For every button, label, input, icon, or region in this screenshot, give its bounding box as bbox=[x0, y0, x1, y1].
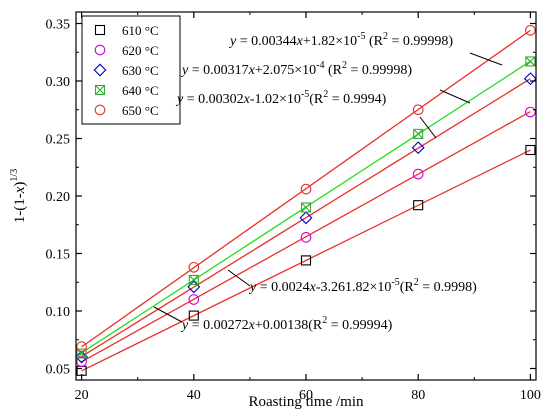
legend-label: 620 °C bbox=[122, 43, 159, 58]
marker-cross bbox=[188, 275, 199, 285]
data-point bbox=[76, 341, 87, 353]
data-point bbox=[525, 106, 536, 118]
data-point bbox=[412, 104, 424, 116]
data-point bbox=[75, 350, 89, 364]
equation-pointer bbox=[153, 306, 183, 323]
equation-pointer bbox=[227, 269, 251, 287]
x-tick-label: 60 bbox=[299, 388, 313, 403]
marker-box bbox=[188, 274, 199, 286]
legend-label: 640 °C bbox=[122, 83, 159, 98]
legend: 610 °C 620 °C 630 °C 640 °C 650 °C bbox=[81, 15, 181, 125]
marker-box bbox=[413, 128, 424, 139]
marker-cross bbox=[525, 56, 536, 67]
equation-pointer bbox=[419, 116, 437, 139]
fit-equation: y = 0.0024x-3.261.82×10-5(R2 = 0.9998) bbox=[248, 277, 477, 295]
y-tick-label: 0.30 bbox=[46, 75, 71, 90]
marker-cross bbox=[95, 85, 105, 95]
data-point bbox=[523, 72, 537, 86]
fit-line bbox=[81, 149, 531, 372]
y-tick-label: 0.15 bbox=[46, 248, 71, 263]
data-point bbox=[300, 232, 312, 243]
x-tick-label: 20 bbox=[75, 388, 89, 403]
legend-marker bbox=[94, 44, 106, 56]
marker-box bbox=[94, 84, 106, 96]
data-point bbox=[188, 310, 199, 321]
legend-marker bbox=[94, 24, 106, 36]
x-tick-label: 40 bbox=[187, 388, 201, 403]
y-axis-label: 1-(1-x)1/3 bbox=[9, 169, 28, 223]
equation-pointer bbox=[469, 52, 503, 66]
equation-pointer bbox=[439, 89, 471, 104]
fit-equation: y = 0.00272x+0.00138(R2 = 0.99994) bbox=[180, 315, 393, 333]
data-point bbox=[411, 141, 425, 155]
data-markers bbox=[75, 25, 537, 376]
data-point bbox=[525, 144, 536, 156]
data-point bbox=[300, 202, 312, 213]
fit-equation: y = 0.00344x+1.82×10-5 (R2 = 0.99998) bbox=[228, 31, 453, 49]
legend-label: 650 °C bbox=[122, 103, 159, 118]
data-point bbox=[412, 168, 424, 180]
data-point bbox=[300, 183, 312, 195]
legend-marker bbox=[93, 63, 107, 77]
fit-equation: y = 0.00317x+2.075×10-4 (R2 = 0.99998) bbox=[180, 60, 412, 78]
data-point bbox=[525, 25, 536, 36]
data-point bbox=[300, 255, 312, 266]
y-tick-label: 0.20 bbox=[46, 190, 71, 205]
y-tick-label: 0.25 bbox=[46, 133, 71, 148]
data-point bbox=[299, 211, 313, 225]
x-tick-label: 80 bbox=[411, 388, 425, 403]
marker-box bbox=[300, 202, 312, 213]
marker-box bbox=[525, 56, 536, 67]
legend-label: 630 °C bbox=[122, 63, 159, 78]
y-tick-label: 0.10 bbox=[46, 305, 71, 320]
fit-lines bbox=[81, 29, 531, 372]
data-point bbox=[76, 356, 87, 367]
equations: y = 0.0024x-3.261.82×10-5(R2 = 0.9998) y … bbox=[153, 31, 503, 333]
data-point bbox=[188, 294, 200, 305]
marker-box bbox=[76, 348, 87, 359]
x-axis-label: Roasting time /min bbox=[249, 394, 364, 410]
x-tick-label: 100 bbox=[520, 388, 541, 403]
legend-marker bbox=[94, 84, 106, 96]
fit-line bbox=[81, 29, 531, 348]
data-point bbox=[188, 274, 199, 286]
y-tick-label: 0.35 bbox=[46, 18, 71, 33]
data-point bbox=[525, 56, 536, 67]
legend-marker bbox=[94, 104, 106, 116]
data-point bbox=[413, 200, 424, 211]
axes: 20 40 60 80 100 0.05 0.10 0.15 0.20 0.25 0.30 0.35 R… bbox=[9, 11, 541, 410]
data-point bbox=[413, 128, 424, 139]
data-point bbox=[188, 261, 200, 273]
fit-equation: y = 0.00302x-1.02×10-5(R2 = 0.9994) bbox=[175, 89, 387, 107]
marker-cross bbox=[301, 202, 311, 213]
legend-label: 610 °C bbox=[122, 23, 159, 38]
marker-cross bbox=[413, 129, 424, 139]
y-tick-label: 0.05 bbox=[46, 363, 71, 378]
fit-line bbox=[81, 78, 531, 358]
fit-line bbox=[81, 111, 531, 363]
